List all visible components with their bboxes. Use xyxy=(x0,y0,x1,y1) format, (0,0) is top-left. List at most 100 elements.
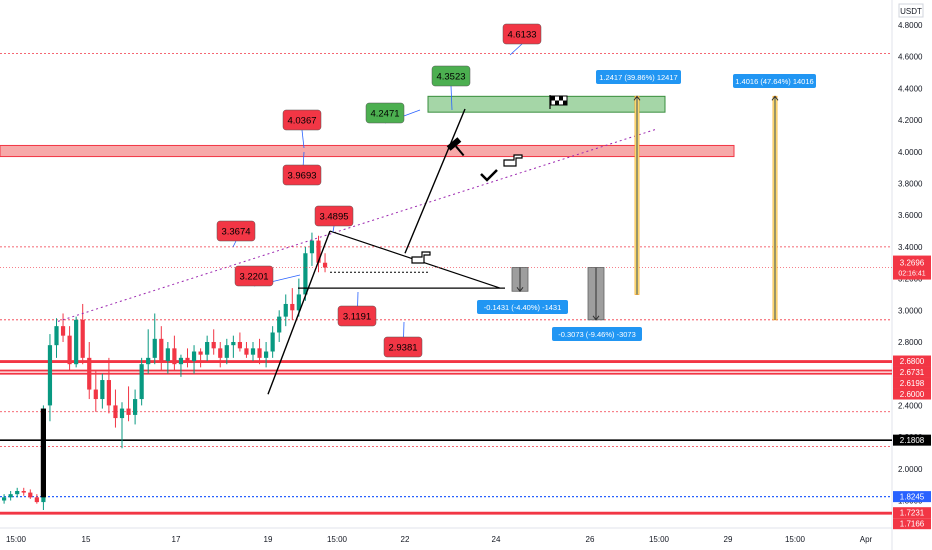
resistance-zone[interactable] xyxy=(0,144,735,158)
candle-body xyxy=(133,399,138,415)
candle xyxy=(80,303,85,365)
rising-trend-line xyxy=(267,230,331,395)
candle-body xyxy=(47,345,53,406)
candle-body xyxy=(211,342,216,349)
candle xyxy=(165,342,170,374)
candle-body xyxy=(93,389,98,400)
price-axis-tag: 2.6198 xyxy=(893,377,931,389)
candle-body xyxy=(2,497,7,501)
y-tick-label: 2.4000 xyxy=(898,401,923,410)
candle-body xyxy=(28,492,33,498)
candle-body xyxy=(165,348,170,362)
hammer-handle xyxy=(455,145,465,157)
flag-check xyxy=(559,96,563,101)
candle xyxy=(277,310,282,342)
measure-info-label: 1.2417 (39.86%) 12417 xyxy=(599,73,677,82)
candle xyxy=(270,326,275,358)
candle xyxy=(28,489,33,499)
candle xyxy=(322,253,328,273)
trend-line-dotted xyxy=(57,129,656,322)
candle-body xyxy=(198,351,203,355)
candle xyxy=(21,487,26,496)
measure-info-badge: 1.2417 (39.86%) 12417 xyxy=(596,70,681,84)
candle xyxy=(60,313,66,342)
candle xyxy=(218,342,223,368)
price-axis-tag-label: 2.6731 xyxy=(900,368,925,377)
price-axis-tag-label: 2.1808 xyxy=(900,436,925,445)
candle-body xyxy=(191,351,197,362)
candle xyxy=(283,294,288,327)
measure-info-box xyxy=(552,327,642,341)
arrow-down-icon xyxy=(592,315,600,321)
price-axis-tag-box xyxy=(893,434,931,446)
candle xyxy=(264,342,269,368)
candle-body xyxy=(113,405,118,419)
price-callout-label: 3.1191 xyxy=(343,312,371,323)
candle xyxy=(316,235,321,273)
candle xyxy=(113,389,118,428)
candle-body xyxy=(224,345,229,358)
candle-body xyxy=(270,332,275,352)
x-tick-label: 19 xyxy=(264,535,273,544)
candle xyxy=(67,326,72,371)
y-tick-label: 4.8000 xyxy=(898,21,923,30)
measure-info-badge: -0.1431 (-4.40%) -1431 xyxy=(477,300,568,314)
candle xyxy=(290,288,295,320)
candle xyxy=(15,487,20,498)
candle-body xyxy=(178,357,184,365)
price-axis-tag: 2.6731 xyxy=(893,366,931,378)
current-price-tag-box xyxy=(893,255,931,280)
price-axis-tag-box xyxy=(893,518,931,530)
price-callout-box xyxy=(365,102,405,124)
x-tick-label: Apr xyxy=(860,535,873,544)
flag-check xyxy=(563,100,567,105)
candle-body xyxy=(283,303,288,317)
candle-body xyxy=(74,319,79,365)
callout-connector xyxy=(332,225,335,233)
y-tick-label: 3.6000 xyxy=(898,211,923,220)
candle-body xyxy=(34,497,39,503)
candle xyxy=(257,338,262,365)
price-callout: 4.6133 xyxy=(502,23,542,56)
candle-body xyxy=(290,303,295,311)
price-callout-label: 3.2201 xyxy=(239,272,268,283)
x-tick-label: 15:00 xyxy=(327,535,348,544)
candle xyxy=(303,246,308,301)
callout-connector xyxy=(509,43,523,56)
candle-body xyxy=(277,316,282,333)
measure-info-box xyxy=(477,300,568,314)
candle xyxy=(93,370,98,412)
candle xyxy=(244,342,249,358)
x-tick-label: 29 xyxy=(724,535,733,544)
callout-connector xyxy=(232,240,237,248)
candle xyxy=(133,389,138,425)
target-zone[interactable] xyxy=(427,95,666,113)
price-callout: 4.2471 xyxy=(365,102,421,124)
candle-body xyxy=(244,348,249,355)
flag-icon xyxy=(549,95,568,109)
x-tick-label: 15:00 xyxy=(785,535,806,544)
hammer-icon xyxy=(446,137,465,157)
candle xyxy=(211,329,216,355)
candle-body xyxy=(21,490,26,493)
hammer-head xyxy=(446,137,462,151)
candle xyxy=(87,342,92,400)
x-tick-label: 24 xyxy=(492,535,501,544)
projection-line xyxy=(404,108,466,254)
price-callout-box xyxy=(431,65,471,87)
y-tick-label: 3.0000 xyxy=(898,306,923,315)
candle xyxy=(106,357,111,414)
hand-shape xyxy=(411,251,431,264)
price-axis-tag-box xyxy=(893,491,931,503)
price-callout-label: 2.9381 xyxy=(388,343,417,354)
candle xyxy=(74,316,79,368)
measure-info-badge: 1.4016 (47.64%) 14016 xyxy=(733,74,816,88)
pointing-hand-icon xyxy=(411,251,431,264)
candle-body xyxy=(296,294,301,311)
currency-badge-box xyxy=(898,3,924,18)
candle xyxy=(152,313,157,365)
price-axis-tag-box xyxy=(893,507,931,519)
measure-info-label: -0.3073 (-9.46%) -3073 xyxy=(558,330,636,339)
